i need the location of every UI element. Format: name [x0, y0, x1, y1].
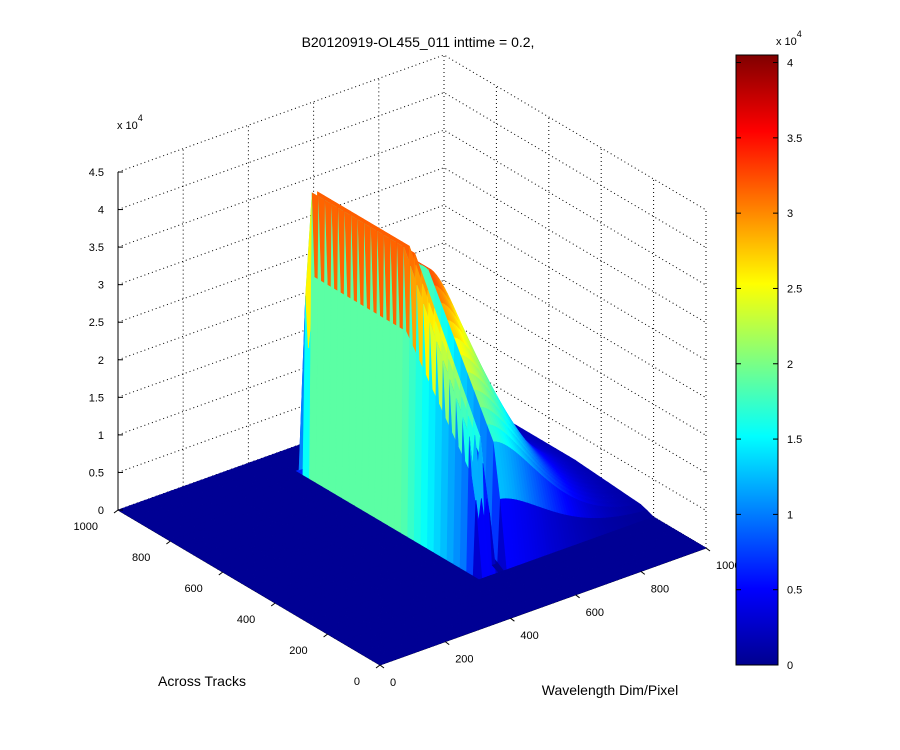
- grid-line: [117, 92, 707, 248]
- z-tick-label: 2: [98, 355, 104, 367]
- y-tick: [113, 509, 119, 514]
- colorbar-tick-label: 2.5: [787, 283, 802, 295]
- x-tick-label: 200: [455, 654, 473, 666]
- x-axis-label: Wavelength Dim/Pixel: [542, 682, 678, 698]
- z-tick-label: 0: [98, 505, 104, 517]
- colorbar-tick-label: 3.5: [787, 133, 802, 145]
- z-tick-label: 4.5: [89, 167, 104, 179]
- x-tick-label: 0: [390, 677, 396, 689]
- x-tick: [444, 641, 450, 645]
- z-tick-label: 1.5: [89, 392, 104, 404]
- x-tick-label: 800: [651, 583, 669, 595]
- data-surface: [117, 191, 707, 666]
- z-multiplier: x 104: [117, 113, 143, 132]
- x-tick: [575, 594, 580, 599]
- z-tick-label: 3: [98, 280, 104, 292]
- colorbar-tick-label: 0: [787, 660, 793, 672]
- y-tick-label: 0: [354, 676, 360, 688]
- y-tick: [323, 633, 328, 638]
- colorbar-tick-label: 2: [787, 359, 793, 371]
- y-tick: [375, 664, 381, 669]
- z-tick-label: 4: [98, 205, 104, 217]
- colorbar-tick-label: 1.5: [787, 434, 802, 446]
- colorbar-tick-label: 4: [787, 58, 793, 70]
- y-tick-label: 400: [237, 614, 255, 626]
- y-tick-label: 800: [132, 552, 150, 564]
- z-multiplier-base: x 10: [117, 120, 138, 132]
- z-tick-label: 2.5: [89, 317, 104, 329]
- x-tick: [640, 571, 646, 575]
- y-tick-label: 1000: [74, 521, 98, 533]
- y-tick: [166, 540, 171, 545]
- z-multiplier-exp: 4: [138, 113, 143, 123]
- x-tick: [510, 617, 515, 622]
- colorbar-tick-label: 3: [787, 208, 793, 220]
- colorbar-tick-label: 0.5: [787, 585, 802, 597]
- colorbar: x 104 00.511.522.533.54: [735, 29, 802, 672]
- z-tick-label: 0.5: [89, 467, 104, 479]
- chart-title: B20120919-OL455_011 inttime = 0.2,: [302, 34, 535, 50]
- x-tick-label: 600: [586, 607, 604, 619]
- y-tick-label: 200: [289, 645, 307, 657]
- y-tick: [218, 571, 224, 576]
- x-tick-label: 400: [520, 630, 538, 642]
- x-tick: [379, 664, 385, 669]
- colorbar-tick-label: 1: [787, 509, 793, 521]
- colorbar-multiplier-base: x 10: [776, 36, 797, 48]
- z-tick-label: 1: [98, 430, 104, 442]
- colorbar-multiplier-exp: 4: [797, 29, 802, 39]
- colorbar-gradient: [735, 54, 779, 666]
- y-tick: [270, 602, 276, 607]
- x-tick: [705, 547, 711, 552]
- y-tick-label: 600: [184, 583, 202, 595]
- z-tick-label: 3.5: [89, 242, 104, 254]
- grid-line: [117, 54, 707, 211]
- colorbar-multiplier: x 104: [776, 29, 802, 48]
- y-axis-label: Across Tracks: [158, 673, 246, 689]
